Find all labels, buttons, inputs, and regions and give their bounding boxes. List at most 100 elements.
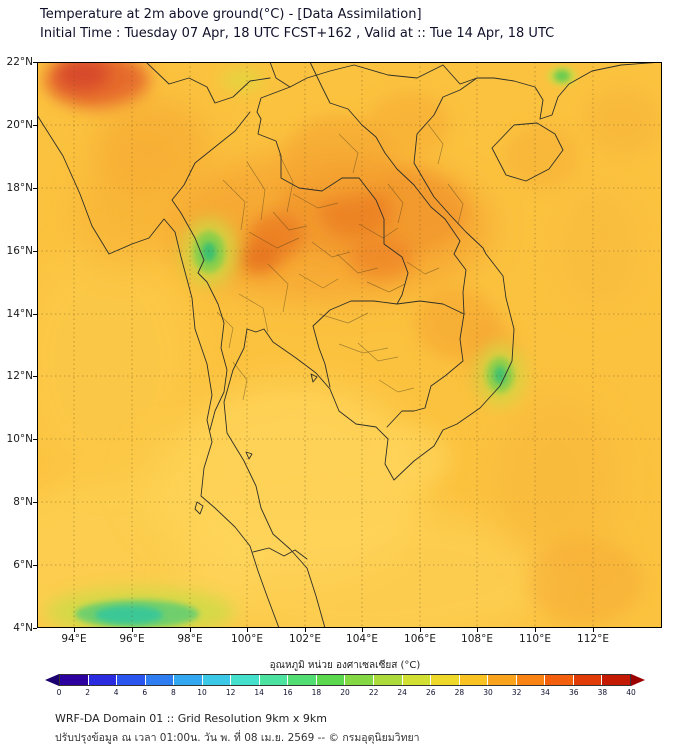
lon-axis-tick bbox=[131, 628, 133, 632]
lon-axis-tick bbox=[189, 628, 191, 632]
map-border bbox=[37, 62, 662, 628]
lon-axis-tick bbox=[476, 628, 478, 632]
colorbar-segment bbox=[202, 675, 232, 685]
colorbar-segment bbox=[459, 675, 489, 685]
lon-axis-label: 96°E bbox=[119, 633, 145, 645]
colorbar-tick-label: 28 bbox=[454, 688, 465, 697]
lat-axis-tick bbox=[33, 438, 37, 440]
lon-axis-tick bbox=[592, 628, 594, 632]
page-title: Temperature at 2m above ground(°C) - [Da… bbox=[40, 7, 422, 22]
colorbar-tick-label: 32 bbox=[511, 688, 522, 697]
lon-axis-tick bbox=[73, 628, 75, 632]
colorbar-title: อุณหภูมิ หน่วย องศาเซลเซียส (°C) bbox=[269, 660, 421, 671]
colorbar-tick-label: 38 bbox=[597, 688, 608, 697]
lon-axis-label: 104°E bbox=[346, 633, 378, 645]
lon-axis-label: 100°E bbox=[231, 633, 263, 645]
colorbar-tick-label: 24 bbox=[397, 688, 407, 697]
map-frame bbox=[37, 62, 662, 628]
lon-axis-tick bbox=[246, 628, 248, 632]
lat-axis-label: 14°N bbox=[6, 307, 33, 320]
colorbar-segment bbox=[516, 675, 546, 685]
colorbar-segment bbox=[88, 675, 118, 685]
lat-axis-label: 6°N bbox=[13, 558, 33, 571]
lat-axis-tick bbox=[33, 187, 37, 189]
lat-axis-tick bbox=[33, 501, 37, 503]
colorbar-right-arrow-icon bbox=[631, 674, 645, 686]
lat-axis-tick bbox=[33, 375, 37, 377]
lon-axis-label: 94°E bbox=[61, 633, 87, 645]
lat-axis-label: 4°N bbox=[13, 621, 33, 634]
colorbar-segment bbox=[117, 675, 146, 685]
lat-axis-label: 22°N bbox=[6, 55, 33, 68]
colorbar-segment bbox=[288, 675, 317, 685]
colorbar-left-arrow-icon bbox=[45, 674, 59, 686]
colorbar-tick-label: 40 bbox=[626, 688, 636, 697]
colorbar-segment bbox=[145, 675, 175, 685]
colorbar-tick-label: 26 bbox=[426, 688, 436, 697]
colorbar-segment bbox=[316, 675, 346, 685]
colorbar-segment bbox=[231, 675, 260, 685]
lon-axis-tick bbox=[304, 628, 306, 632]
colorbar-tick-label: 34 bbox=[540, 688, 550, 697]
colorbar-segment bbox=[345, 675, 375, 685]
graticule-grid bbox=[37, 62, 662, 628]
colorbar-segment bbox=[259, 675, 289, 685]
colorbar-tick-row: 0 2 4 6 8 10 12 14 16 18 20 22 24 26 28 30 32 34 36 38 40 bbox=[56, 688, 636, 698]
colorbar-segments bbox=[59, 674, 631, 686]
colorbar-tick-label: 18 bbox=[311, 688, 322, 697]
lat-axis-tick bbox=[33, 627, 37, 629]
lon-axis-label: 106°E bbox=[404, 633, 436, 645]
colorbar-segment bbox=[488, 675, 517, 685]
lat-axis-tick bbox=[33, 61, 37, 63]
colorbar-tick-label: 2 bbox=[85, 688, 90, 697]
colorbar-tick-label: 14 bbox=[254, 688, 264, 697]
temperature-field-blobs bbox=[37, 62, 662, 628]
lat-axis-tick bbox=[33, 124, 37, 126]
lon-axis-label: 110°E bbox=[519, 633, 551, 645]
colorbar-segment bbox=[402, 675, 432, 685]
coastlines-and-borders bbox=[37, 62, 662, 628]
colorbar-tick-label: 30 bbox=[483, 688, 493, 697]
colorbar: อุณหภูมิ หน่วย องศาเซลเซียส (°C) 0 2 4 6 8 10… bbox=[45, 658, 645, 700]
colorbar-segment bbox=[374, 675, 403, 685]
colorbar-segment bbox=[602, 675, 630, 685]
lon-axis-tick bbox=[361, 628, 363, 632]
lon-axis-label: 108°E bbox=[461, 633, 493, 645]
colorbar-tick-label: 0 bbox=[56, 688, 62, 697]
colorbar-segment bbox=[60, 675, 89, 685]
lat-axis-label: 18°N bbox=[6, 181, 33, 194]
colorbar-segment bbox=[545, 675, 574, 685]
lat-axis-label: 20°N bbox=[6, 118, 33, 131]
lat-axis-label: 10°N bbox=[6, 432, 33, 445]
colorbar-tick-label: 12 bbox=[225, 688, 236, 697]
lon-axis-label: 112°E bbox=[577, 633, 609, 645]
footer-domain-info: WRF-DA Domain 01 :: Grid Resolution 9km … bbox=[55, 712, 327, 725]
colorbar-tick-label: 6 bbox=[142, 688, 148, 697]
lat-axis-tick bbox=[33, 250, 37, 252]
colorbar-tick-label: 22 bbox=[368, 688, 379, 697]
lon-axis-tick bbox=[534, 628, 536, 632]
colorbar-segment bbox=[431, 675, 460, 685]
colorbar-tick-label: 36 bbox=[569, 688, 579, 697]
colorbar-segment bbox=[174, 675, 203, 685]
lon-axis-label: 102°E bbox=[289, 633, 321, 645]
colorbar-bar bbox=[45, 674, 645, 686]
temperature-map bbox=[37, 62, 662, 628]
colorbar-segment bbox=[573, 675, 603, 685]
lon-axis-tick bbox=[419, 628, 421, 632]
map-layers bbox=[37, 62, 662, 628]
colorbar-tick-label: 20 bbox=[340, 688, 350, 697]
colorbar-tick-label: 8 bbox=[171, 688, 176, 697]
colorbar-tick-label: 4 bbox=[113, 688, 119, 697]
lat-axis-label: 8°N bbox=[13, 495, 33, 508]
colorbar-tick-label: 10 bbox=[197, 688, 207, 697]
lat-axis-tick bbox=[33, 313, 37, 315]
lat-axis-tick bbox=[33, 564, 37, 566]
lon-axis-label: 98°E bbox=[177, 633, 203, 645]
lat-axis-label: 16°N bbox=[6, 244, 33, 257]
colorbar-tick-label: 16 bbox=[283, 688, 293, 697]
page-subtitle: Initial Time : Tuesday 07 Apr, 18 UTC FC… bbox=[40, 26, 555, 41]
province-borders bbox=[216, 123, 464, 401]
lat-axis-label: 12°N bbox=[6, 369, 33, 382]
footer-update-info: ปรับปรุงข้อมูล ณ เวลา 01:00น. วัน พ. ที่… bbox=[55, 732, 420, 744]
